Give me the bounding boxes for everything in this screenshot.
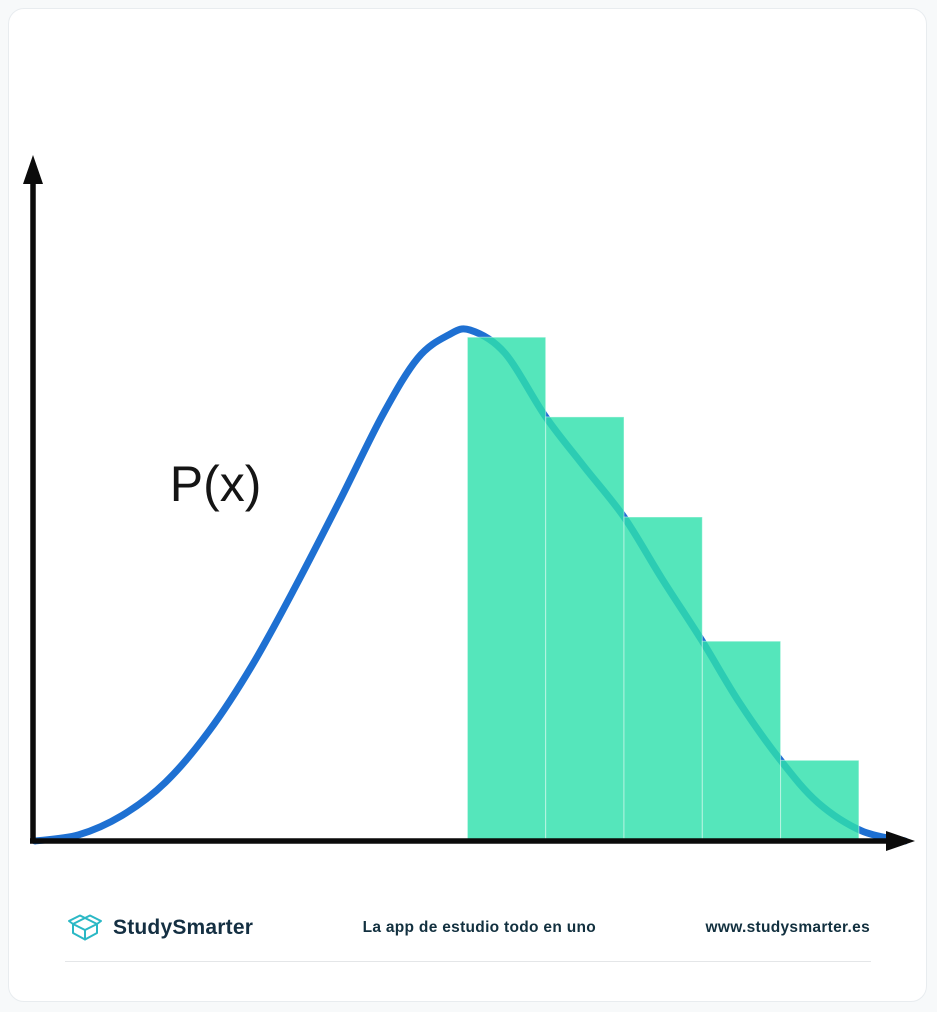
- studysmarter-box-icon: [68, 914, 102, 941]
- probability-density-chart: P(x): [23, 155, 915, 851]
- footer-url: www.studysmarter.es: [705, 919, 870, 936]
- histogram-bar-5: [780, 759, 860, 842]
- histogram-bar-2: [545, 416, 625, 842]
- footer-tagline: La app de estudio todo en uno: [362, 919, 597, 936]
- curve-label: P(x): [170, 456, 262, 512]
- histogram-bar-4: [701, 640, 782, 842]
- histogram-bar-3: [623, 516, 703, 842]
- y-axis-arrow: [23, 155, 43, 184]
- studysmarter-logo: StudySmarter: [67, 912, 253, 944]
- brand-name: StudySmarter: [113, 916, 254, 939]
- footer: StudySmarter La app de estudio todo en u…: [67, 898, 870, 958]
- footer-divider: [65, 961, 871, 962]
- histogram-bar-1: [466, 336, 547, 842]
- x-axis-arrow: [886, 831, 915, 851]
